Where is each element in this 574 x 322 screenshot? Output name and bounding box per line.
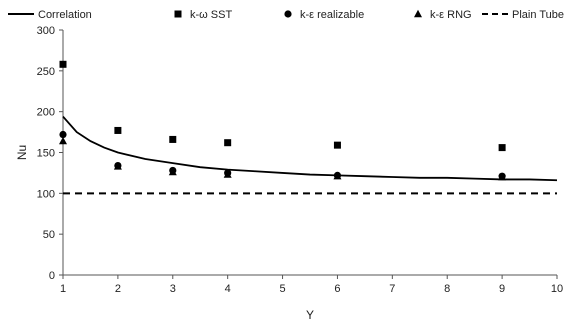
y-tick-label: 200 (37, 107, 55, 119)
y-tick-label: 150 (37, 148, 55, 160)
y-tick-label: 0 (49, 270, 55, 282)
data-point-k-sst (498, 144, 506, 152)
legend: Correlation k-ω SST k-ε realizable k-ε RNG P… (8, 9, 564, 21)
data-point-k-rng (333, 171, 342, 180)
legend-label-plain-tube: Plain Tube (512, 9, 564, 21)
data-point-k-sst (59, 60, 67, 68)
axes (59, 29, 558, 279)
y-tick-label: 100 (37, 188, 55, 200)
data-point-k-sst (169, 135, 177, 143)
x-tick-label: 5 (279, 283, 285, 295)
x-tick-label: 8 (444, 283, 450, 295)
data-point-k-rng (498, 172, 507, 181)
y-tick-label: 50 (43, 229, 55, 241)
legend-label-k-rng: k-ε RNG (430, 9, 472, 21)
x-tick-label: 6 (334, 283, 340, 295)
x-tick-label: 1 (60, 283, 66, 295)
data-point-k-rng (223, 170, 232, 178)
x-tick-label: 7 (389, 283, 395, 295)
legend-label-k-realizable: k-ε realizable (300, 9, 364, 21)
data-point-k-realizable (59, 130, 67, 139)
legend-label-k-sst: k-ω SST (190, 9, 232, 21)
data-point-k-rng (59, 136, 67, 145)
y-tick-label: 250 (37, 66, 55, 78)
x-tick-label: 9 (499, 283, 505, 295)
legend-swatch-k-sst (174, 10, 182, 18)
legend-label-correlation: Correlation (38, 9, 92, 21)
x-axis-title: Y (306, 308, 314, 322)
data-point-k-sst (224, 139, 232, 147)
series-layer (59, 60, 558, 195)
x-tick-label: 10 (551, 283, 563, 295)
series-line-correlation (62, 115, 558, 182)
y-tick-label: 300 (37, 25, 55, 37)
x-tick-label: 3 (170, 283, 176, 295)
data-point-k-sst (333, 141, 341, 149)
data-point-k-rng (113, 162, 122, 170)
y-axis-title: Nu (15, 145, 29, 160)
x-tick-label: 2 (115, 283, 121, 295)
legend-swatch-k-realizable (284, 10, 292, 18)
legend-swatch-k-rng (414, 9, 422, 18)
x-tick-label: 4 (225, 283, 231, 295)
data-point-k-rng (168, 167, 177, 176)
data-point-k-sst (114, 126, 122, 134)
